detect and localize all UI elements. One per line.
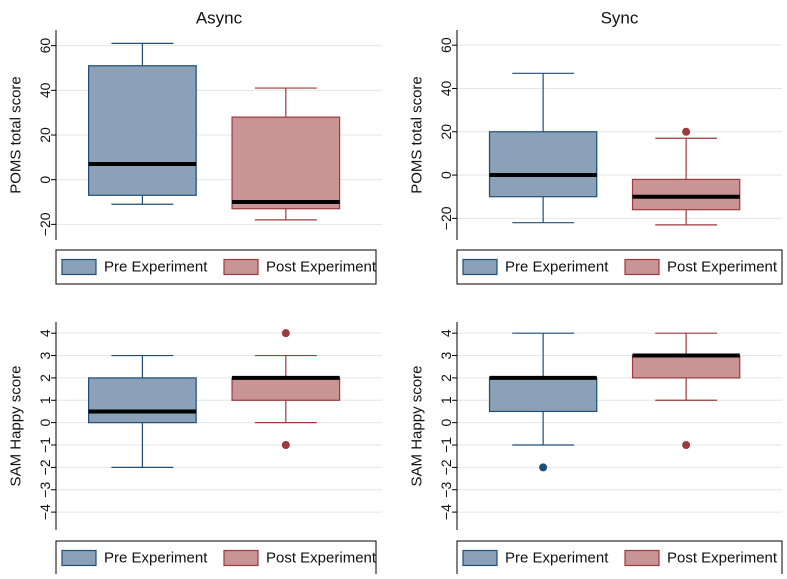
legend-post: Post Experiment [223,549,377,567]
legend-pre: Pre Experiment [462,258,609,276]
y-tick-label: 4 [37,329,53,337]
legend-frame [456,249,783,285]
y-axis-title: POMS total score [8,76,25,194]
y-tick-label: −20 [438,206,454,230]
y-tick-label: 60 [37,38,53,54]
pre-box-series [87,354,197,468]
y-tick-label: 0 [438,171,454,179]
legend-pre-label: Pre Experiment [505,259,609,276]
legend-post-swatch [223,258,259,276]
y-tick-label: 3 [37,351,53,359]
legend-post: Post Experiment [223,258,377,276]
y-tick-label: −3 [438,482,454,498]
legend-pre: Pre Experiment [61,549,208,567]
post-box-series [231,87,341,221]
post-outlier-point [682,127,691,136]
post-outlier-point [281,329,290,338]
legend-frame [55,249,377,285]
y-tick-label: 2 [37,374,53,382]
legend-post-label: Post Experiment [266,550,377,567]
pre-box [488,377,598,413]
y-tick-label: −2 [438,459,454,475]
legend-post-swatch [624,549,660,567]
legend-pre-swatch [462,258,498,276]
chart-panel-2: −20 0 20 40 60 POMS total score Sync Pre Experi… [409,9,783,285]
legend: Pre Experiment Post Experiment [456,540,783,576]
legend: Pre Experiment Post Experiment [55,249,377,285]
post-outlier-point [682,441,691,450]
post-box-series [631,127,741,226]
chart-panel-1: −20 0 20 40 60 POMS total score Async Pre Exper… [8,9,382,285]
y-tick-label: −4 [438,504,454,520]
y-tick-label: 3 [438,351,454,359]
y-axis-title: POMS total score [409,76,426,194]
legend-pre-label: Pre Experiment [505,550,609,567]
pre-box [488,131,598,198]
y-tick-label: −3 [37,482,53,498]
legend-pre-swatch [61,549,97,567]
y-axis-title: SAM Happy score [8,366,25,487]
legend-pre-swatch [462,549,498,567]
y-tick-label: 40 [438,80,454,96]
legend-post-label: Post Experiment [667,550,778,567]
legend-post-swatch [223,549,259,567]
post-box-series [231,329,341,450]
post-box-series [631,332,741,450]
legend-pre: Pre Experiment [462,549,609,567]
chart-title: Sync [601,9,639,28]
post-box [231,377,341,401]
legend-frame [456,540,783,576]
chart-panel-3: −4 −3 −2 −1 0 1 2 3 4 SAM Happy score Pre Experime… [8,322,382,576]
y-tick-label: 4 [438,329,454,337]
legend-post: Post Experiment [624,258,778,276]
y-tick-label: −2 [37,459,53,475]
y-tick-label: 0 [37,419,53,427]
post-box [631,354,741,379]
post-box [631,178,741,211]
y-tick-label: 20 [37,127,53,143]
y-axis-title: SAM Happy score [409,366,426,487]
y-tick-label: −1 [438,437,454,453]
y-tick-label: 0 [37,176,53,184]
pre-outlier-point [539,463,548,472]
legend-pre: Pre Experiment [61,258,208,276]
y-tick-label: −1 [37,437,53,453]
y-tick-label: 2 [438,374,454,382]
legend-frame [55,540,377,576]
pre-box-series [488,332,598,472]
legend-pre-label: Pre Experiment [104,550,208,567]
pre-box-series [488,72,598,224]
y-tick-label: 20 [438,124,454,140]
legend-post-label: Post Experiment [667,259,778,276]
legend-pre-label: Pre Experiment [104,259,208,276]
pre-box [87,65,197,196]
chart-panel-4: −4 −3 −2 −1 0 1 2 3 4 SAM Happy score Pre Experime… [409,322,783,576]
y-tick-label: −20 [37,212,53,236]
y-tick-label: 0 [438,419,454,427]
legend-post: Post Experiment [624,549,778,567]
legend-post-label: Post Experiment [266,259,377,276]
chart-title: Async [196,9,243,28]
post-outlier-point [281,441,290,450]
pre-box [87,377,197,424]
y-tick-label: 1 [37,396,53,404]
legend-post-swatch [624,258,660,276]
legend: Pre Experiment Post Experiment [55,540,377,576]
legend: Pre Experiment Post Experiment [456,249,783,285]
y-tick-label: 1 [438,396,454,404]
legend-pre-swatch [61,258,97,276]
y-tick-label: −4 [37,504,53,520]
y-tick-label: 40 [37,82,53,98]
pre-box-series [87,42,197,205]
post-box [231,116,341,210]
y-tick-label: 60 [438,37,454,53]
